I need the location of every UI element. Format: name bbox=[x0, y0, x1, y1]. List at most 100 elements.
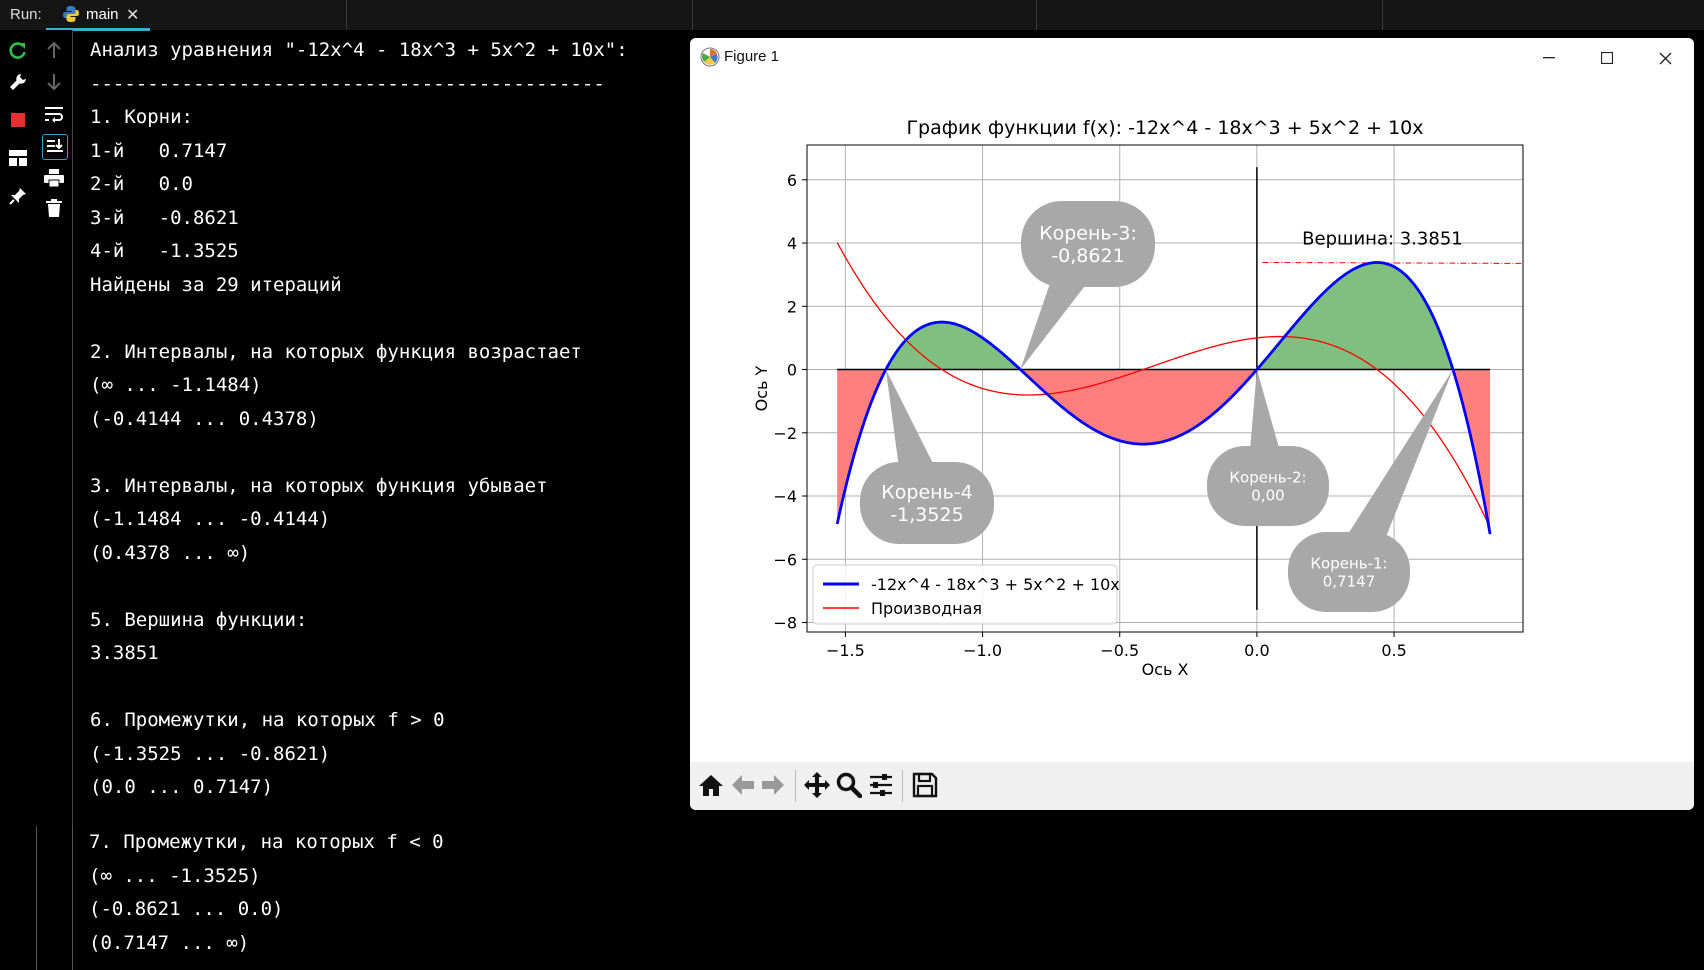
matplotlib-icon bbox=[700, 47, 720, 67]
vertex-line bbox=[1262, 261, 1524, 264]
callout-root-4-bubble bbox=[860, 462, 994, 544]
y-tick-label: −4 bbox=[773, 487, 797, 506]
back-icon[interactable] bbox=[728, 770, 758, 800]
console-line: 2. Интервалы, на которых функция возраст… bbox=[90, 340, 582, 363]
console-line: (-0.4144 ... 0.4378) bbox=[90, 407, 319, 430]
figure-titlebar: Figure 1 bbox=[690, 38, 1694, 78]
console-line bbox=[90, 302, 690, 336]
console-line bbox=[90, 671, 690, 705]
x-tick-label: 0.5 bbox=[1381, 641, 1406, 660]
console-line: 6. Промежутки, на которых f > 0 bbox=[90, 709, 445, 731]
console-line: 3-й -0.8621 bbox=[90, 206, 239, 229]
y-axis-label: Ось Y bbox=[752, 365, 771, 411]
tab-divider bbox=[1036, 0, 1037, 30]
python-icon bbox=[63, 6, 79, 22]
print-icon[interactable] bbox=[42, 166, 66, 190]
console-output-lower: 7. Промежутки, на которых f < 0 (∞ ... -1… bbox=[89, 826, 444, 960]
callout-root-2-bubble bbox=[1207, 446, 1329, 526]
console-line: (0.7147 ... ∞) bbox=[89, 931, 250, 954]
zoom-icon[interactable] bbox=[834, 770, 864, 800]
chart-title: График функции f(x): -12x^4 - 18x^3 + 5x… bbox=[906, 117, 1423, 139]
callout-root-4-label: Корень-4 bbox=[881, 481, 972, 503]
run-toolbar: Run: main ✕ bbox=[0, 0, 1704, 31]
figure-window: Figure 1 −1.5 −1.0 −0.5 0.0 0.5 −8 −6 −4 −2 0 2 4 6 Г… bbox=[690, 38, 1694, 810]
tab-main[interactable]: main ✕ bbox=[46, 0, 150, 31]
x-axis-label: Ось X bbox=[1142, 660, 1189, 679]
y-tick-label: 2 bbox=[787, 297, 797, 316]
console-output: Анализ уравнения "-12x^4 - 18x^3 + 5x^2 … bbox=[90, 34, 690, 805]
function-series-line bbox=[835, 261, 1492, 535]
console-line: (∞ ... -1.3525) bbox=[89, 864, 261, 887]
chart[interactable]: −1.5 −1.0 −0.5 0.0 0.5 −8 −6 −4 −2 0 2 4 6 График фун… bbox=[690, 78, 1694, 762]
tab-divider bbox=[692, 0, 693, 30]
y-tick-label: −6 bbox=[773, 550, 797, 569]
layout-icon[interactable] bbox=[6, 146, 30, 170]
vertex-label: Вершина: 3.3851 bbox=[1302, 229, 1463, 250]
console-line: (-1.3525 ... -0.8621) bbox=[90, 742, 331, 765]
callout-root-1-label: Корень-1: bbox=[1310, 554, 1387, 572]
console-line: 2-й 0.0 bbox=[90, 173, 193, 195]
pan-icon[interactable] bbox=[802, 770, 832, 800]
plot-canvas[interactable]: −1.5 −1.0 −0.5 0.0 0.5 −8 −6 −4 −2 0 2 4 6 График фун… bbox=[690, 78, 1694, 802]
axes-frame bbox=[806, 144, 1524, 633]
configure-subplots-icon[interactable] bbox=[866, 770, 896, 800]
console-line: (-0.8621 ... 0.0) bbox=[89, 898, 284, 920]
close-button[interactable] bbox=[1636, 38, 1694, 78]
console-tools-column bbox=[36, 30, 73, 826]
run-label: Run: bbox=[10, 6, 42, 23]
gutter-divider bbox=[36, 826, 37, 970]
console-line: 7. Промежутки, на которых f < 0 bbox=[89, 831, 444, 853]
callout-root-3-label: Корень-3: bbox=[1039, 222, 1137, 244]
maximize-button[interactable] bbox=[1578, 38, 1636, 78]
callout-root-1-value: 0,7147 bbox=[1323, 572, 1376, 590]
y-tick-label: 4 bbox=[787, 234, 797, 253]
arrow-up-icon[interactable] bbox=[42, 38, 66, 62]
callout-root-1-pointer bbox=[1330, 369, 1453, 582]
trash-icon[interactable] bbox=[42, 196, 66, 220]
scroll-to-end-icon[interactable] bbox=[42, 134, 68, 160]
x-tick-label: −1.0 bbox=[963, 641, 1002, 660]
tab-label: main bbox=[86, 6, 119, 23]
rerun-icon[interactable] bbox=[6, 38, 30, 62]
console-line: 4-й -1.3525 bbox=[90, 240, 239, 262]
legend-box bbox=[812, 564, 1118, 625]
x-tick-label: −0.5 bbox=[1100, 641, 1139, 660]
gutter-divider bbox=[72, 826, 73, 970]
forward-icon[interactable] bbox=[758, 770, 788, 800]
console-line bbox=[90, 436, 690, 470]
console-line: 1-й 0.7147 bbox=[90, 139, 228, 162]
figure-title: Figure 1 bbox=[724, 48, 780, 65]
callout-root-2-value: 0,00 bbox=[1251, 486, 1284, 504]
home-icon[interactable] bbox=[696, 770, 726, 800]
legend-label-function: -12x^4 - 18x^3 + 5x^2 + 10x bbox=[871, 575, 1120, 594]
x-tick-label: 0.0 bbox=[1244, 641, 1269, 660]
console-line: (0.4378 ... ∞) bbox=[90, 541, 251, 564]
pin-icon[interactable] bbox=[6, 184, 30, 208]
console-line: 3. Интервалы, на которых функция убывает bbox=[90, 474, 548, 497]
console-line: Найдены за 29 итераций bbox=[90, 273, 342, 296]
arrow-down-icon[interactable] bbox=[42, 70, 66, 94]
y-tick-label: 0 bbox=[787, 361, 797, 380]
tab-close-icon[interactable]: ✕ bbox=[126, 7, 140, 24]
callout-root-3-bubble bbox=[1021, 201, 1155, 287]
tab-divider bbox=[1382, 0, 1383, 30]
save-icon[interactable] bbox=[910, 770, 940, 800]
callout-root-4-value: -1,3525 bbox=[890, 504, 963, 526]
negative-area bbox=[837, 369, 1491, 535]
console-line: 3.3851 bbox=[90, 642, 159, 664]
callout-root-2-label: Корень-2: bbox=[1229, 468, 1306, 486]
console-line: (-1.1484 ... -0.4144) bbox=[90, 508, 331, 530]
y-tick-label: −8 bbox=[773, 614, 797, 633]
stop-icon[interactable] bbox=[6, 108, 30, 132]
wrench-icon[interactable] bbox=[6, 70, 30, 94]
minimize-button[interactable] bbox=[1520, 38, 1578, 78]
navigation-toolbar bbox=[690, 762, 1694, 810]
soft-wrap-icon[interactable] bbox=[42, 102, 66, 126]
y-tick-label: −2 bbox=[773, 424, 797, 443]
console-line: ----------------------------------------… bbox=[90, 72, 605, 95]
console-line: (0.0 ... 0.7147) bbox=[90, 776, 274, 798]
toolbar-separator bbox=[795, 770, 796, 802]
positive-area bbox=[886, 262, 1453, 370]
callout-root-3-value: -0,8621 bbox=[1051, 245, 1124, 267]
console-line bbox=[90, 570, 690, 604]
